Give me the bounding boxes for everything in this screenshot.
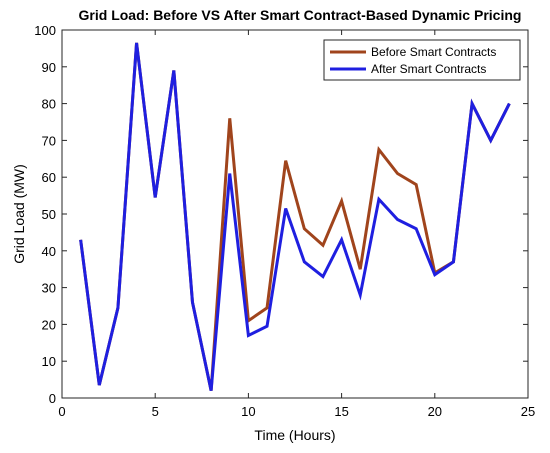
y-tick-label: 0 [49,391,56,406]
x-axis-label: Time (Hours) [254,427,335,443]
y-tick-label: 80 [42,97,56,112]
y-tick-label: 100 [34,23,56,38]
series-line-after [79,42,511,391]
x-tick-label: 5 [152,404,159,419]
y-tick-label: 30 [42,281,56,296]
y-axis-label: Grid Load (MW) [11,164,27,264]
x-tick-label: 15 [334,404,348,419]
y-tick-label: 70 [42,133,56,148]
x-tick-label: 20 [428,404,442,419]
plot-area: 0 5 10 15 20 25 0 10 20 30 40 50 60 70 80 90 100 [34,23,535,419]
legend-entry: After Smart Contracts [371,62,486,76]
legend-box [323,39,521,81]
x-tick-label: 25 [521,404,535,419]
x-tick-label: 0 [58,404,65,419]
x-tick-label: 10 [241,404,255,419]
legend: Before Smart Contracts After Smart Contra… [323,39,521,81]
plot-frame [61,29,529,399]
y-tick-label: 90 [42,60,56,75]
chart-title: Grid Load: Before VS After Smart Contrac… [79,7,522,23]
legend-entry: Before Smart Contracts [371,45,496,59]
y-tick-label: 50 [42,207,56,222]
y-tick-label: 40 [42,244,56,259]
y-tick-label: 60 [42,170,56,185]
y-tick-label: 10 [42,354,56,369]
y-tick-label: 20 [42,317,56,332]
